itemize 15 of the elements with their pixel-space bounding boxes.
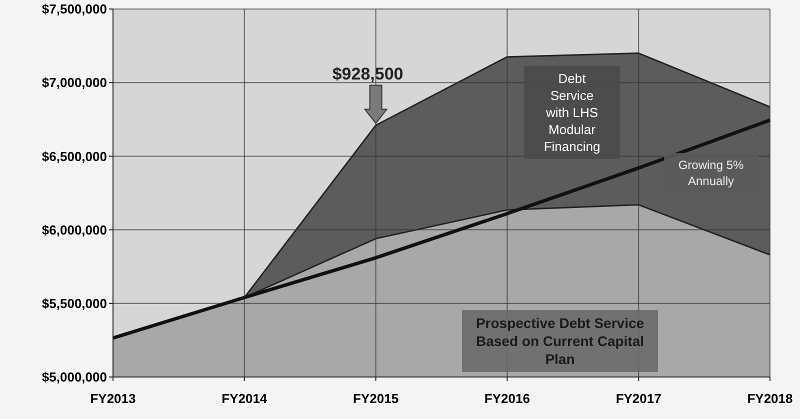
x-tick-label: FY2016 (484, 391, 530, 406)
series-label: Debt Service with LHS Modular Financing (544, 71, 600, 154)
series-label: Prospective Debt Service Based on Current Capital Plan (476, 315, 644, 367)
y-tick-label: $6,000,000 (42, 222, 107, 238)
x-tick-label: FY2018 (747, 391, 793, 406)
y-tick-label: $5,000,000 (42, 370, 107, 385)
y-tick-label: $5,500,000 (42, 296, 107, 311)
x-tick-label: FY2013 (90, 391, 136, 406)
y-tick-label: $7,500,000 (42, 2, 107, 17)
series-label: Growing 5% Annually (678, 158, 744, 188)
x-tick-label: FY2015 (353, 391, 399, 406)
y-tick-label: $7,000,000 (42, 75, 107, 90)
x-tick-label: FY2014 (222, 391, 268, 406)
x-tick-label: FY2017 (616, 391, 662, 406)
y-tick-label: $6,500,000 (42, 148, 107, 164)
